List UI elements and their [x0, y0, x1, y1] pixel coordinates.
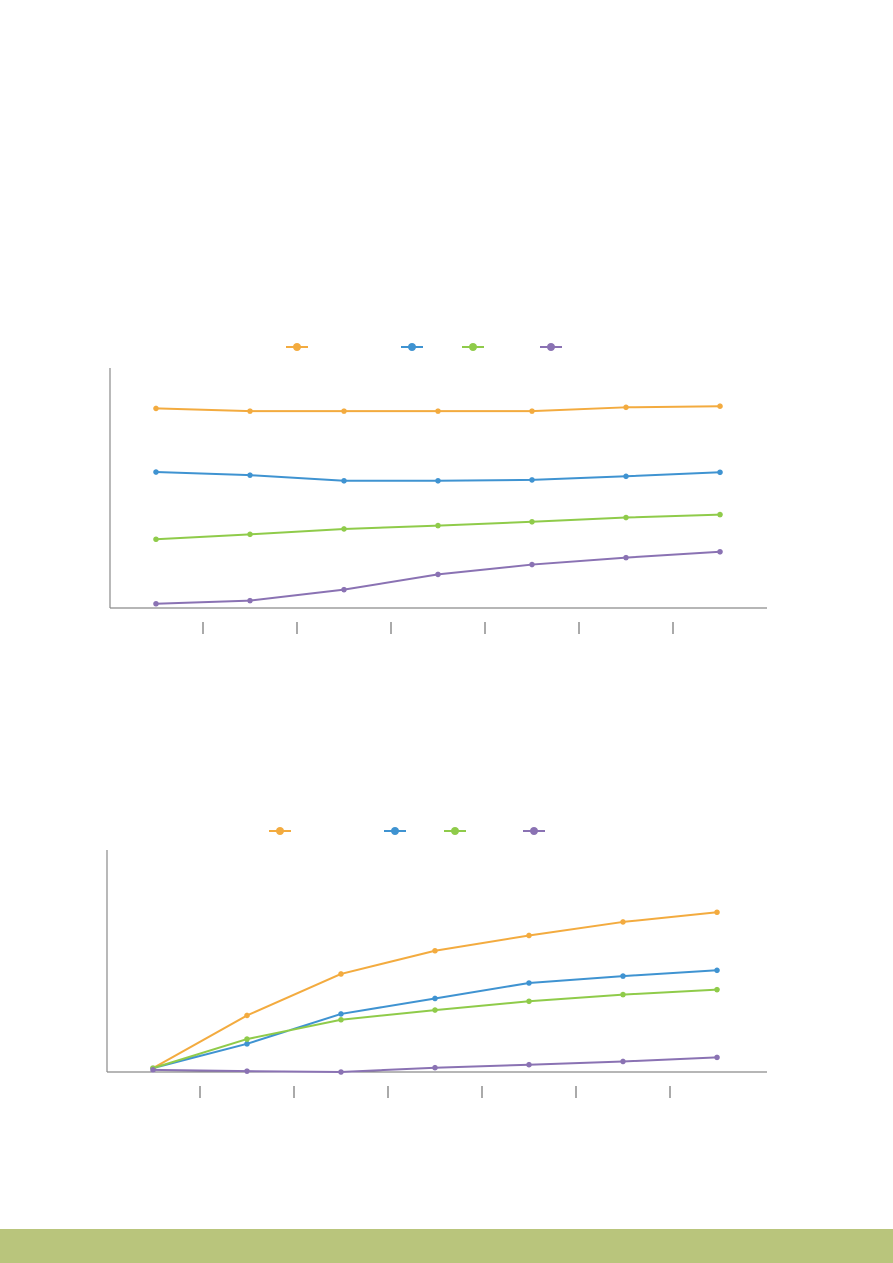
series-2-point — [244, 1041, 250, 1047]
series-4-point — [244, 1068, 250, 1074]
series-3-point — [247, 531, 253, 538]
series-3-point — [338, 1016, 344, 1023]
legend-entry-series-3 — [462, 343, 484, 351]
series-2-point — [435, 477, 441, 484]
legend-entry-series-4 — [540, 343, 562, 351]
series-1-point — [529, 408, 535, 414]
series-3-point — [435, 522, 441, 529]
series-1-point — [247, 408, 253, 414]
series-2-point — [526, 980, 532, 986]
series-1-point — [717, 403, 723, 409]
series-2-point — [623, 473, 629, 480]
series-4-point — [150, 1067, 156, 1073]
series-2-point — [341, 477, 347, 484]
series-2-point — [247, 472, 253, 478]
series-3-point — [623, 514, 629, 521]
series-1-point — [714, 909, 720, 916]
series-3-point — [153, 536, 159, 543]
legend-marker — [408, 343, 416, 351]
legend-marker — [469, 343, 477, 351]
series-2-point — [717, 469, 723, 476]
series-4-point — [526, 1061, 532, 1068]
legend-marker — [276, 827, 284, 835]
series-1-point — [338, 971, 344, 977]
legend-entry-series-3 — [444, 827, 466, 835]
series-1-point — [623, 404, 629, 411]
series-1-point — [620, 919, 626, 925]
series-1-point — [153, 405, 159, 412]
series-3-point — [714, 986, 720, 993]
series-3-point — [244, 1036, 250, 1042]
footer-bar — [0, 1229, 893, 1263]
series-3-point — [717, 511, 723, 518]
legend-marker — [547, 343, 555, 351]
series-4-point — [435, 571, 441, 578]
series-1-point — [526, 932, 532, 939]
series-2-point — [620, 973, 626, 979]
series-3-point — [341, 526, 347, 532]
series-3-point — [526, 998, 532, 1005]
series-2-line — [152, 969, 718, 1070]
legend-entry-series-4 — [523, 827, 545, 835]
line-chart-bottom — [106, 827, 767, 1098]
legend-entry-series-1 — [286, 343, 308, 351]
series-2-point — [529, 477, 535, 483]
legend-entry-series-2 — [401, 343, 423, 351]
series-4-point — [529, 561, 535, 568]
series-2-point — [432, 995, 438, 1002]
series-4-point — [247, 597, 253, 604]
series-4-point — [717, 548, 723, 555]
legend-marker — [293, 343, 301, 351]
series-3-line — [152, 988, 718, 1070]
series-4-point — [623, 554, 629, 561]
series-2-point — [714, 967, 720, 974]
series-2-point — [338, 1011, 344, 1017]
series-4-line — [155, 550, 721, 605]
line-chart-top — [109, 343, 767, 634]
series-1-line — [152, 911, 718, 1070]
legend-marker — [451, 827, 459, 835]
series-4-point — [338, 1069, 344, 1075]
series-4-point — [341, 586, 347, 593]
legend-marker — [530, 827, 538, 835]
legend-marker — [391, 827, 399, 835]
legend-entry-series-2 — [384, 827, 406, 835]
series-4-point — [432, 1064, 438, 1071]
series-2-point — [153, 469, 159, 475]
series-3-point — [620, 991, 626, 998]
legend-entry-series-1 — [269, 827, 291, 835]
series-4-point — [620, 1058, 626, 1065]
series-3-point — [529, 518, 535, 525]
series-1-point — [341, 408, 347, 414]
series-1-point — [432, 947, 438, 954]
series-1-point — [435, 408, 441, 414]
series-1-point — [244, 1012, 250, 1019]
series-4-point — [153, 600, 159, 607]
series-4-point — [714, 1054, 720, 1061]
series-3-point — [432, 1007, 438, 1013]
